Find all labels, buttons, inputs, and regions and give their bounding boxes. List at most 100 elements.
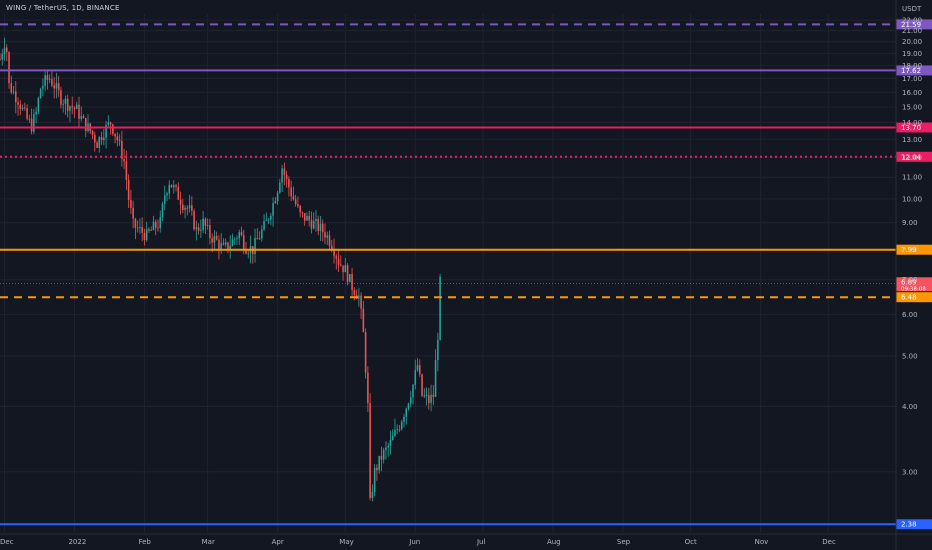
x-tick-label: Sep [617,538,631,546]
candle-body [136,227,139,229]
candle-body [227,242,229,250]
candle-body [434,360,437,397]
candle-body [172,185,175,188]
candle-body [139,227,141,228]
candle-body [270,215,272,220]
candle-body [385,447,387,451]
y-tick-label: 16.00 [902,89,922,97]
candle-body [73,107,76,109]
candle-body [285,174,288,180]
candle-body [351,274,353,291]
candle-body [308,215,310,221]
candle-body [439,276,441,340]
candle-body [319,223,322,231]
candle-body [245,248,247,254]
candle-body [360,295,362,309]
y-tick-label: 14.00 [902,119,922,127]
candle-body [60,90,62,105]
candle-body [161,203,164,218]
candle-body [231,239,234,246]
candle-body [121,140,123,159]
last-price-label: 6.89 [901,278,917,286]
candle-body [306,215,308,221]
candle-body [242,235,245,249]
candle-body [222,243,225,245]
candle-body [267,219,270,221]
candle-body [412,384,414,398]
price-level-label: 7.99 [901,246,917,254]
candle-body [387,445,389,448]
candle-body [211,237,213,243]
price-level-badge [896,151,932,162]
candle-body [157,227,159,229]
candle-body [107,122,110,125]
candle-body [233,238,236,240]
candle-body [414,370,417,385]
candle-body [236,238,238,240]
candle-body [1,53,4,60]
candle-body [188,205,191,209]
candle-body [215,235,218,240]
candle-body [112,124,114,134]
y-tick-label: 13.00 [902,136,922,144]
candle-body [342,265,344,273]
price-level-badge [896,65,932,76]
candle-body [195,227,198,230]
x-tick-label: Nov [755,538,769,546]
candle-body [238,232,241,239]
price-level-label: 17.62 [901,67,921,75]
candle-body [166,193,168,196]
candle-body [145,229,148,241]
candle-body [62,103,64,105]
candle-body [125,161,128,180]
candle-body [317,219,320,231]
candle-body [114,133,116,137]
candle-body [175,185,177,187]
candle-body [69,106,71,111]
candle-body [382,450,385,460]
price-level-label: 12.04 [901,153,922,161]
candle-body [261,229,263,239]
candle-body [247,253,250,255]
candle-body [37,98,40,112]
x-tick-label: Mar [202,538,215,546]
candle-body [425,395,428,397]
candle-body [281,168,283,183]
candle-body [5,47,8,53]
candle-body [96,142,98,148]
candle-body [148,229,150,231]
candle-body [197,227,200,231]
candle-body [301,212,304,214]
candle-body [46,75,49,80]
candle-body [288,179,290,188]
y-tick-label: 7.00 [902,276,918,284]
candle-body [170,184,173,188]
x-tick-label: Feb [138,538,151,546]
y-tick-label: 3.00 [902,468,918,476]
candle-body [109,122,112,125]
candle-body [10,83,13,93]
y-tick-label: 22.00 [902,17,922,25]
candle-body [186,207,189,209]
candle-body [3,47,6,54]
candle-body [421,374,423,396]
candle-body [53,85,55,89]
candle-body [75,104,78,109]
x-tick-label: May [339,538,353,546]
candle-body [364,332,367,373]
x-tick-label: Jul [476,538,486,546]
candle-body [312,220,315,229]
candle-body [71,106,74,108]
horizontal-levels-layer: 21.59 17.62 13.70 12.04 7.99 6.48 2.38 6.8909:3… [0,19,932,530]
candle-body [209,225,211,238]
candle-body [191,205,193,211]
candle-body [340,264,342,266]
price-level-badge [896,519,932,530]
candle-body [373,467,376,492]
candle-body [177,186,180,200]
candle-body [116,136,119,141]
